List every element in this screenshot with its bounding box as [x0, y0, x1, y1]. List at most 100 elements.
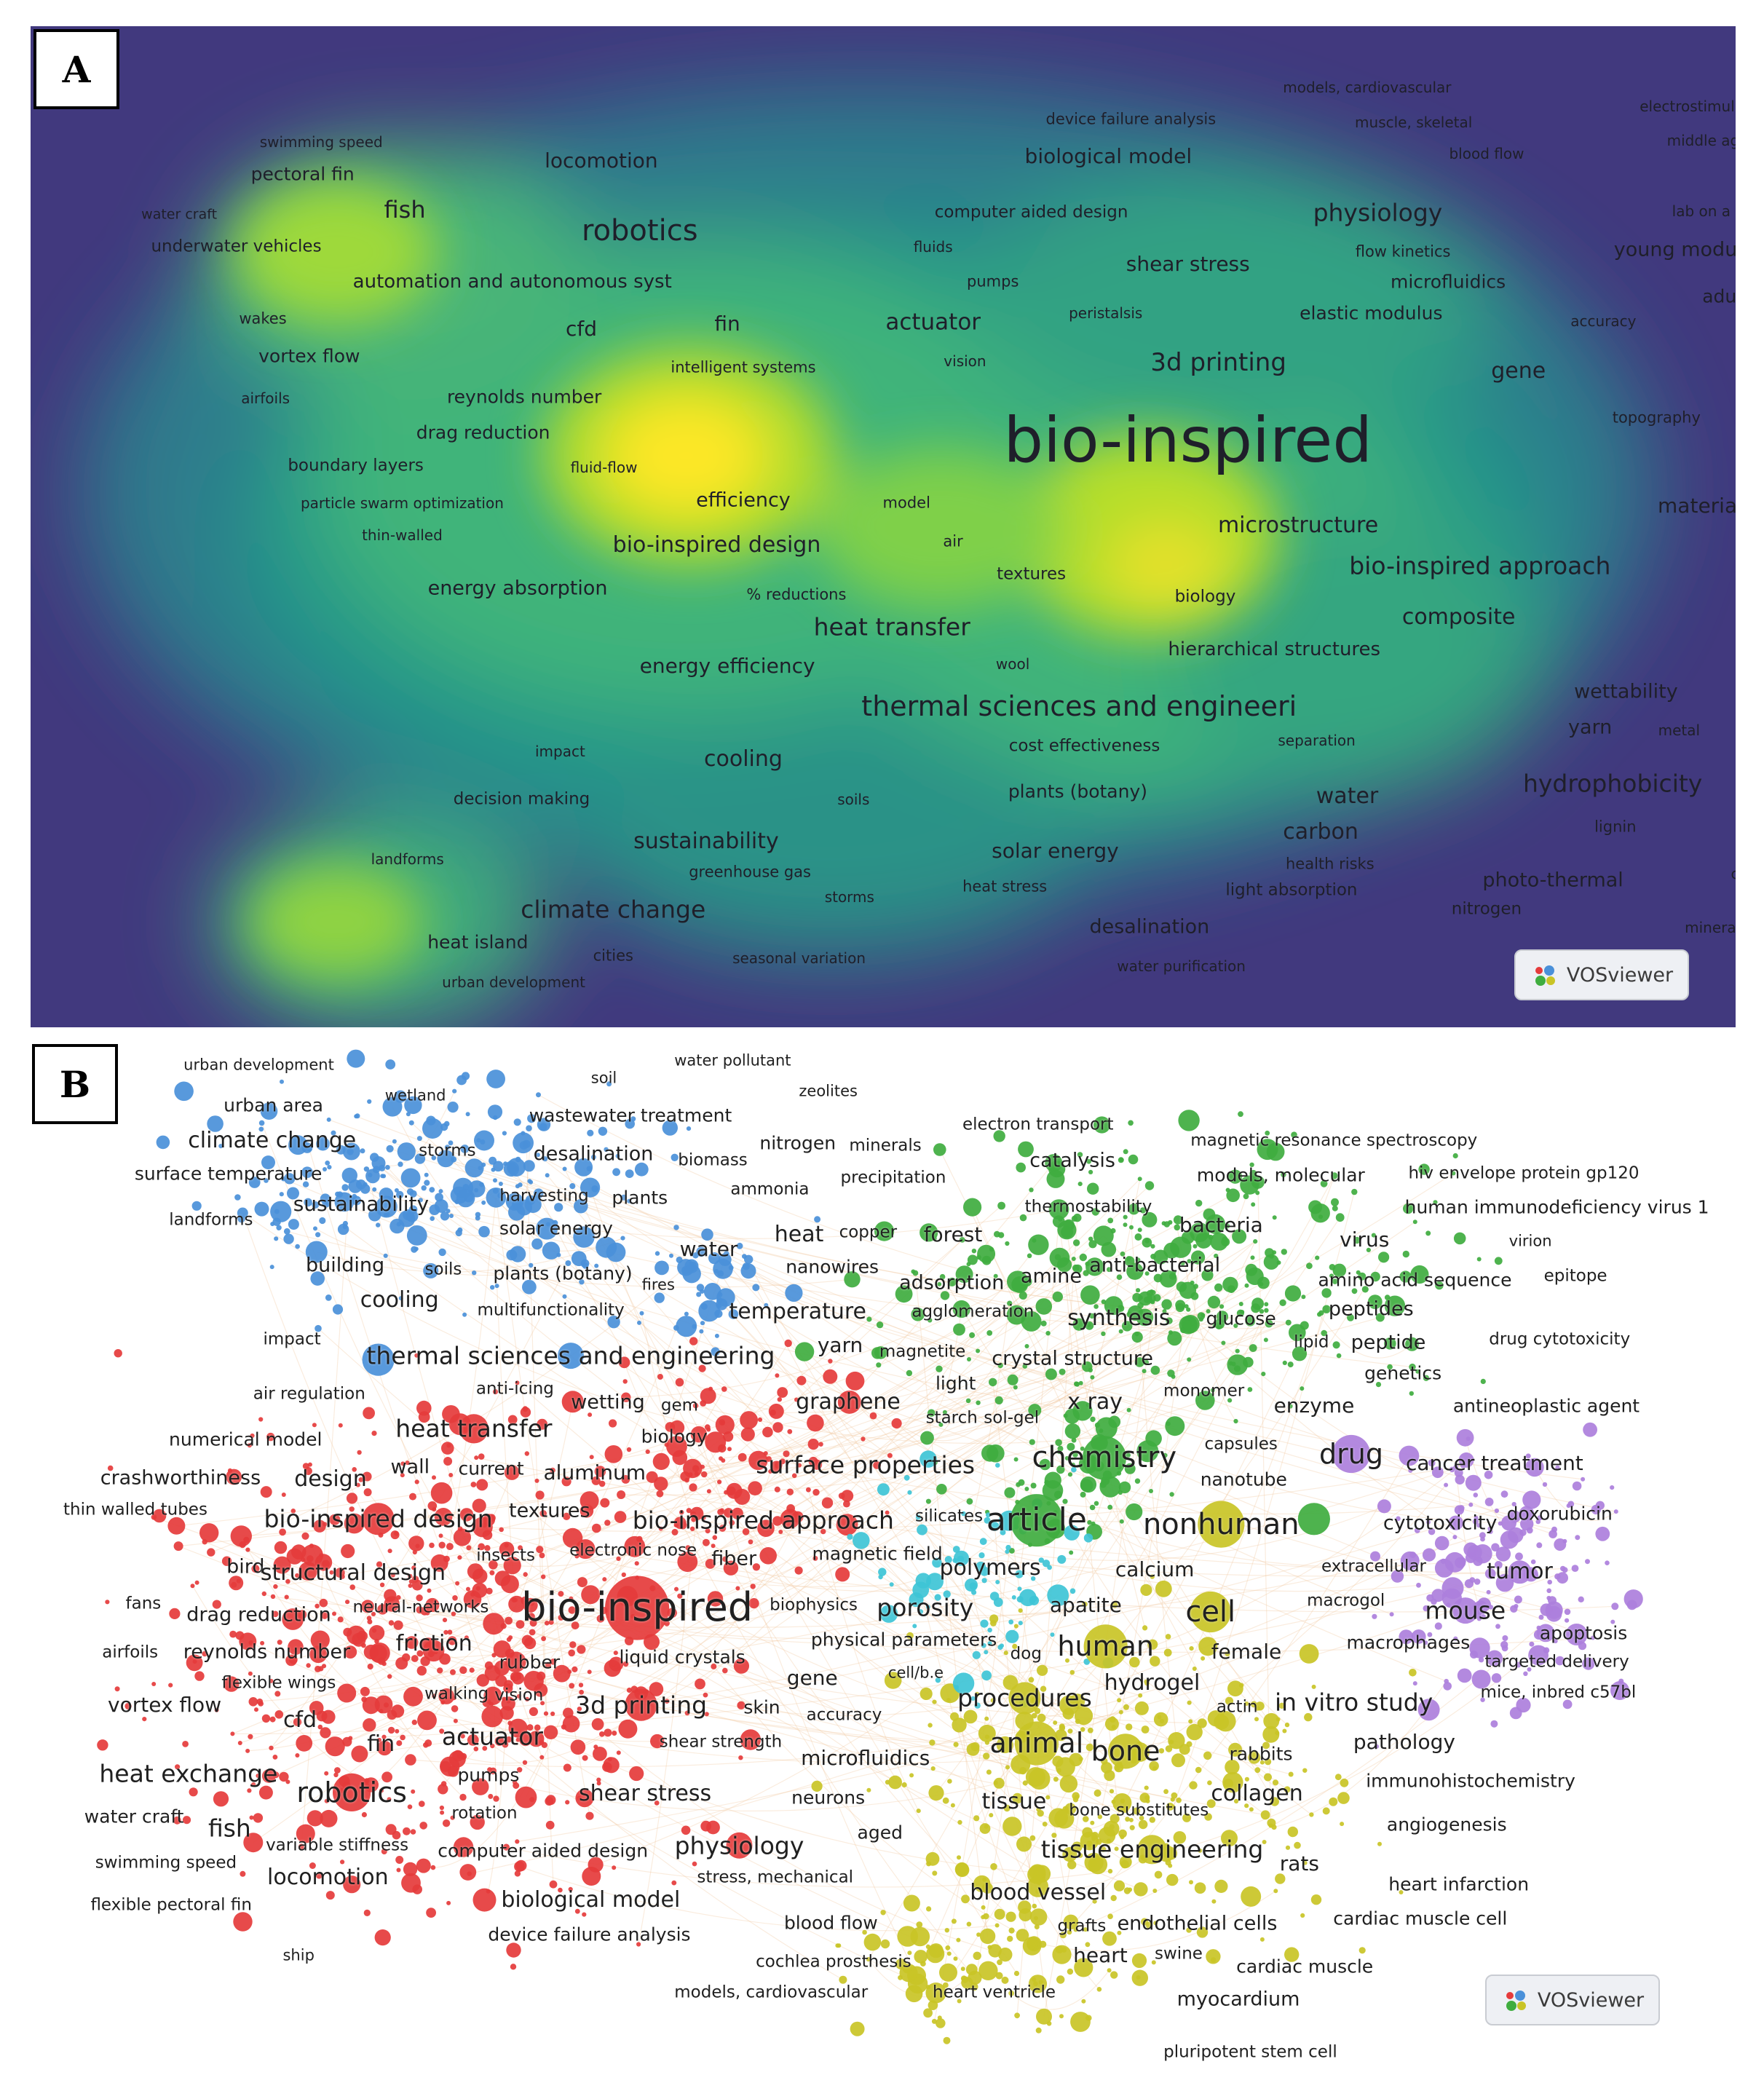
network-node: [1187, 1357, 1192, 1362]
network-node: [501, 1696, 515, 1711]
network-node: [1255, 1701, 1265, 1711]
network-node: [221, 1556, 232, 1566]
network-node: [1178, 1110, 1200, 1131]
network-node: [1254, 1717, 1259, 1722]
network-node: [269, 1265, 274, 1270]
network-node: [791, 1511, 804, 1523]
network-node: [928, 1785, 944, 1801]
keyword-label: wool: [995, 655, 1030, 673]
network-node: [692, 1465, 700, 1472]
network-node: [424, 1610, 430, 1616]
network-node: [539, 1739, 545, 1745]
network-node: [1451, 1171, 1456, 1176]
network-node: [1591, 1635, 1595, 1640]
network-node: [97, 1739, 108, 1751]
network-node: [728, 1309, 739, 1319]
network-node: [1255, 1756, 1260, 1761]
network-node: [1067, 1860, 1077, 1870]
network-node: [248, 1671, 253, 1676]
network-node: [1542, 1482, 1548, 1487]
network-node: [245, 1748, 250, 1753]
network-node: [733, 1658, 749, 1674]
network-node: [327, 1165, 332, 1170]
network-node: [174, 1081, 194, 1102]
network-node: [677, 1593, 683, 1599]
network-node: [1090, 1820, 1095, 1825]
network-node: [1005, 1241, 1010, 1246]
network-node: [1332, 1341, 1340, 1349]
network-node: [361, 1811, 367, 1818]
network-node: [448, 1473, 454, 1477]
keyword-label: amine: [1020, 1265, 1082, 1288]
network-node: [1005, 1544, 1011, 1551]
network-node: [1129, 1825, 1135, 1830]
keyword-label: airfoils: [102, 1643, 159, 1662]
network-node: [373, 1166, 380, 1174]
keyword-label: cochlea prosthesis: [756, 1952, 911, 1972]
network-node: [332, 1611, 336, 1616]
network-node: [405, 1754, 416, 1766]
keyword-label: peristalsis: [1069, 304, 1143, 323]
keyword-label: rotation: [451, 1803, 518, 1823]
network-node: [1193, 1244, 1198, 1249]
network-node: [997, 1362, 1003, 1369]
network-node: [1227, 1169, 1243, 1184]
keyword-label: gem: [660, 1396, 699, 1415]
network-node: [1463, 1542, 1478, 1557]
keyword-label: seasonal variation: [732, 949, 866, 968]
network-node: [523, 1637, 537, 1650]
network-node: [1426, 1519, 1431, 1525]
network-node: [1520, 1517, 1534, 1531]
network-node: [1163, 1452, 1168, 1458]
network-node: [1032, 1595, 1037, 1602]
network-node: [993, 1780, 998, 1785]
network-node: [981, 1643, 986, 1648]
network-node: [1221, 1237, 1230, 1246]
network-node: [737, 1701, 745, 1709]
network-node: [1029, 1187, 1034, 1193]
network-node: [243, 1833, 264, 1853]
network-node: [946, 1951, 952, 1956]
network-node: [490, 1743, 495, 1749]
network-node: [944, 1556, 952, 1564]
network-node: [355, 1482, 360, 1487]
network-node: [479, 1182, 484, 1187]
network-node: [1412, 1220, 1417, 1225]
network-node: [306, 1555, 314, 1562]
network-node: [1226, 1188, 1240, 1203]
network-node: [394, 1188, 399, 1193]
network-node: [994, 1908, 1005, 1920]
network-node: [667, 1608, 677, 1618]
network-node: [325, 1891, 335, 1900]
network-node: [677, 1552, 698, 1573]
network-node: [1494, 1508, 1499, 1514]
network-node: [942, 1797, 949, 1804]
network-node: [812, 1489, 820, 1496]
network-node: [905, 1985, 923, 2003]
network-node: [1123, 1704, 1129, 1710]
network-node: [634, 1162, 649, 1177]
keyword-label: light absorption: [1225, 880, 1358, 900]
network-node: [272, 1217, 281, 1226]
network-node: [1228, 1742, 1243, 1757]
network-node: [1474, 1578, 1481, 1585]
network-node: [704, 1712, 709, 1717]
network-node: [237, 1215, 245, 1223]
network-node: [488, 1793, 494, 1799]
keyword-label: locomotion: [545, 148, 658, 173]
network-node: [621, 1392, 631, 1402]
network-node: [1423, 1640, 1428, 1645]
network-node: [1300, 1913, 1305, 1918]
network-node: [928, 1723, 933, 1728]
network-node: [814, 1216, 821, 1223]
network-node: [1498, 1521, 1503, 1526]
network-node: [1259, 1309, 1265, 1314]
network-node: [343, 1875, 361, 1894]
network-node: [943, 2036, 951, 2044]
network-node: [1547, 1579, 1552, 1585]
network-node: [907, 1490, 912, 1495]
network-node: [689, 1337, 698, 1345]
network-node: [1198, 1501, 1245, 1548]
network-node: [1118, 1157, 1124, 1163]
network-node: [1452, 1597, 1479, 1624]
